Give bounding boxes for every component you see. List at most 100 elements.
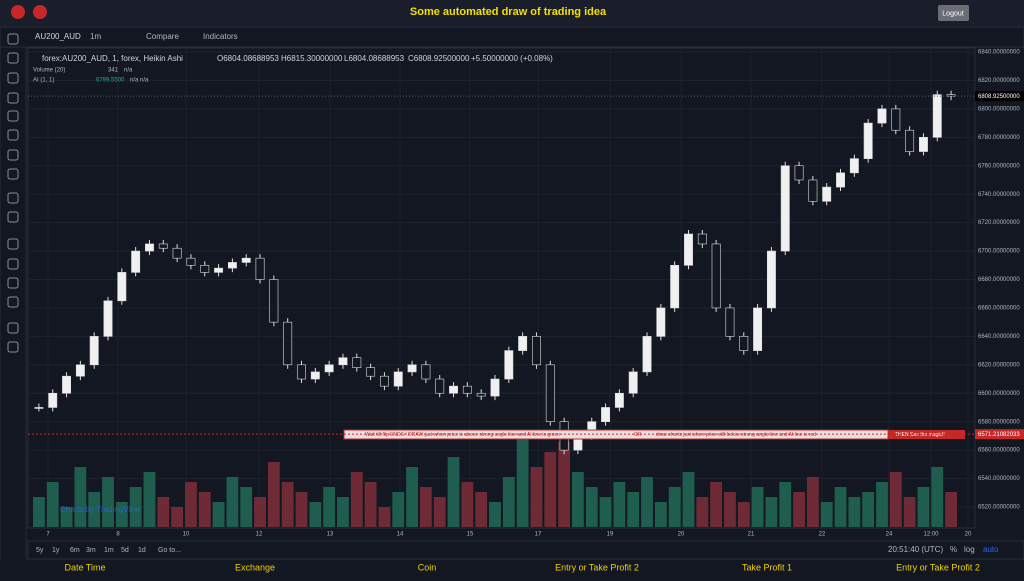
alert-tag (975, 429, 1024, 440)
candle (490, 378, 500, 397)
volume-bar (668, 487, 681, 527)
candle (670, 264, 680, 309)
range-button[interactable]: 5y (36, 547, 44, 554)
time-label: 20 (678, 532, 685, 538)
price-label: 6760.00000000 (978, 163, 1020, 169)
logout-label[interactable]: Logout (942, 10, 963, 17)
percent[interactable]: % (950, 545, 957, 554)
watermark: Charts by TradingView (60, 505, 141, 514)
ai-legend: AI (1, 1) (33, 78, 54, 84)
candle (863, 122, 873, 159)
footer-label: Exchange (235, 562, 275, 572)
volume-bar (848, 497, 861, 527)
candle (614, 392, 624, 408)
range-button[interactable]: 3m (86, 547, 96, 554)
candle (684, 233, 693, 266)
volume-bar (585, 487, 598, 527)
candle (89, 336, 99, 366)
volume-bar (489, 502, 501, 527)
volume (33, 437, 957, 527)
ai-na: n/a n/a (130, 78, 149, 84)
footer-labels: Date Time Exchange Coin Entry or Take Profi… (64, 562, 979, 572)
legend-high: H6815.30000000 (281, 54, 343, 63)
footer (0, 560, 1024, 576)
legend-low: L6804.08688953 (344, 54, 405, 63)
tool-icon[interactable] (7, 129, 19, 141)
tool-icon[interactable] (7, 296, 19, 308)
tool-icon[interactable] (7, 341, 19, 353)
range-button[interactable]: 1y (52, 547, 60, 554)
range-button[interactable]: 1d (138, 547, 146, 554)
tool-icon[interactable] (7, 72, 19, 84)
volume-bar (337, 497, 349, 527)
auto-toggle[interactable]: auto (983, 545, 999, 554)
volume-bar (60, 507, 73, 527)
range-button[interactable]: 5d (121, 547, 129, 554)
toolbar (0, 26, 1024, 48)
interval[interactable]: 1m (90, 32, 101, 41)
candle (421, 364, 431, 380)
volume-bar (392, 492, 405, 527)
logout-button[interactable] (938, 5, 969, 21)
candle (62, 375, 71, 394)
range-button[interactable]: 6m (70, 547, 80, 554)
volume-bar (903, 497, 916, 527)
volume-bar (240, 487, 253, 527)
volume-bar (931, 467, 944, 527)
volume-bar (613, 482, 626, 527)
volume-bar (46, 482, 59, 527)
candle (200, 264, 210, 273)
volume-bar (682, 472, 695, 527)
volume-bar (834, 487, 847, 527)
volume-bar (779, 482, 792, 527)
tool-icon[interactable] (7, 238, 19, 250)
indicators[interactable]: Indicators (203, 32, 238, 41)
candle (393, 371, 403, 387)
time-label: 13 (327, 532, 334, 538)
page-title: Some automated draw of trading idea (410, 6, 607, 18)
tool-icon[interactable] (7, 211, 19, 223)
candle (642, 336, 652, 373)
header (0, 0, 1024, 27)
tool-icon[interactable] (7, 33, 19, 45)
candle (269, 279, 279, 323)
footer-label: Entry or Take Profit 2 (896, 562, 980, 572)
compare[interactable]: Compare (146, 32, 179, 41)
tool-icon[interactable] (7, 92, 19, 104)
price-label: 6620.00000000 (978, 362, 1020, 368)
volume-bar (129, 487, 142, 527)
tool-icon[interactable] (7, 322, 19, 334)
annotation-text: Wait till flip ENDS ! DRAW just when pri… (365, 432, 560, 438)
volume-legend: Volume (20) (33, 68, 65, 74)
price-label: 6540.00000000 (978, 476, 1020, 482)
volume-bar (461, 482, 474, 527)
tool-icon[interactable] (7, 110, 19, 122)
price-label: 6840.00000000 (978, 50, 1020, 56)
volume-bar (820, 502, 833, 527)
price-label: 6780.00000000 (978, 135, 1020, 141)
volume-bar (765, 497, 778, 527)
symbol[interactable]: AU200_AUD (35, 32, 81, 41)
volume-bar (267, 462, 280, 527)
tool-icon[interactable] (7, 258, 19, 270)
tool-icon[interactable] (7, 277, 19, 289)
range-button[interactable]: 1m (104, 547, 114, 554)
volume-bar (530, 467, 543, 527)
candle (310, 371, 320, 380)
tool-icon[interactable] (7, 52, 19, 64)
volume-bar (198, 492, 211, 527)
range-button[interactable]: Go to... (158, 547, 181, 554)
volume-bar (447, 457, 460, 527)
volume-bar (295, 492, 308, 527)
log-toggle[interactable]: log (964, 545, 975, 554)
candle (366, 367, 376, 377)
tool-icon[interactable] (7, 149, 19, 161)
tool-icon[interactable] (7, 192, 19, 204)
footer-label: Coin (418, 562, 437, 572)
volume-bar (876, 482, 888, 527)
annotation-text: draw shorts just when price still below … (656, 432, 816, 438)
tool-icon[interactable] (7, 168, 19, 180)
candle (656, 307, 666, 337)
candle (34, 407, 44, 409)
price-label: 6660.00000000 (978, 306, 1020, 312)
